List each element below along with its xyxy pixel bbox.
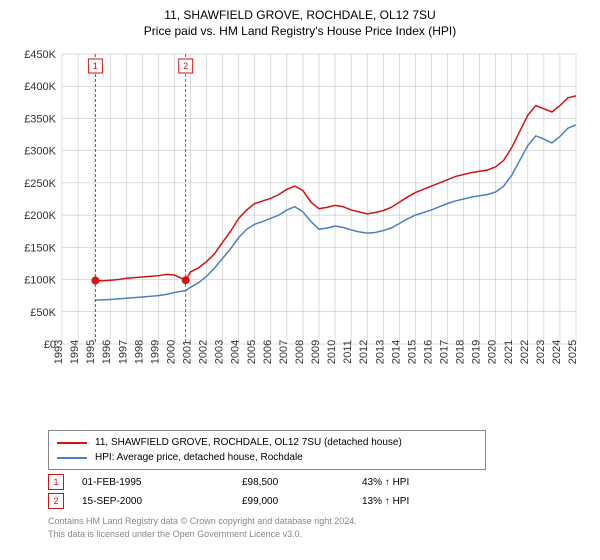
- sale-event-marker: 1: [48, 474, 64, 490]
- price-chart: £0£50K£100K£150K£200K£250K£300K£350K£400…: [12, 44, 588, 424]
- svg-text:2013: 2013: [374, 340, 386, 364]
- legend: 11, SHAWFIELD GROVE, ROCHDALE, OL12 7SU …: [48, 430, 486, 470]
- sale-event-row: 2 15-SEP-2000£99,00013% ↑ HPI: [48, 493, 588, 509]
- svg-text:£300K: £300K: [24, 146, 56, 158]
- svg-text:2015: 2015: [406, 340, 418, 364]
- svg-text:2007: 2007: [278, 340, 290, 364]
- legend-swatch: [57, 457, 87, 459]
- footer-attribution: Contains HM Land Registry data © Crown c…: [48, 515, 588, 540]
- svg-text:1993: 1993: [53, 340, 65, 364]
- svg-text:2012: 2012: [358, 340, 370, 364]
- svg-text:2009: 2009: [310, 340, 322, 364]
- svg-text:1996: 1996: [101, 340, 113, 364]
- svg-text:2010: 2010: [326, 340, 338, 364]
- legend-item: HPI: Average price, detached house, Roch…: [57, 450, 477, 465]
- svg-text:2014: 2014: [390, 340, 402, 364]
- svg-text:2020: 2020: [487, 340, 499, 364]
- sale-event-delta: 13% ↑ HPI: [362, 496, 409, 507]
- legend-item: 11, SHAWFIELD GROVE, ROCHDALE, OL12 7SU …: [57, 435, 477, 450]
- svg-text:2023: 2023: [535, 340, 547, 364]
- svg-text:1997: 1997: [117, 340, 129, 364]
- sale-event-marker: 2: [48, 493, 64, 509]
- svg-text:2016: 2016: [422, 340, 434, 364]
- svg-text:£450K: £450K: [24, 49, 56, 61]
- svg-text:£150K: £150K: [24, 242, 56, 254]
- sale-events: 1 01-FEB-1995£98,50043% ↑ HPI 2 15-SEP-2000…: [48, 474, 588, 509]
- svg-text:1994: 1994: [69, 340, 81, 364]
- svg-text:2019: 2019: [471, 340, 483, 364]
- page-subtitle: Price paid vs. HM Land Registry's House …: [12, 24, 588, 38]
- sale-event-row: 1 01-FEB-1995£98,50043% ↑ HPI: [48, 474, 588, 490]
- svg-text:2024: 2024: [551, 340, 563, 364]
- sale-event-price: £99,000: [242, 496, 362, 507]
- svg-text:2006: 2006: [262, 340, 274, 364]
- footer-line-1: Contains HM Land Registry data © Crown c…: [48, 515, 588, 528]
- svg-text:2021: 2021: [503, 340, 515, 364]
- svg-text:2018: 2018: [455, 340, 467, 364]
- svg-text:2025: 2025: [567, 340, 579, 364]
- svg-text:1995: 1995: [85, 340, 97, 364]
- svg-text:2017: 2017: [439, 340, 451, 364]
- svg-text:1: 1: [93, 61, 98, 71]
- sale-event-date: 15-SEP-2000: [82, 496, 242, 507]
- svg-text:2004: 2004: [230, 340, 242, 364]
- svg-text:£350K: £350K: [24, 113, 56, 125]
- svg-text:£200K: £200K: [24, 210, 56, 222]
- page-title: 11, SHAWFIELD GROVE, ROCHDALE, OL12 7SU: [12, 8, 588, 22]
- svg-text:£250K: £250K: [24, 178, 56, 190]
- legend-label: HPI: Average price, detached house, Roch…: [95, 450, 303, 465]
- svg-text:2011: 2011: [342, 340, 354, 364]
- sale-event-date: 01-FEB-1995: [82, 477, 242, 488]
- svg-text:1999: 1999: [149, 340, 161, 364]
- sale-event-price: £98,500: [242, 477, 362, 488]
- footer-line-2: This data is licensed under the Open Gov…: [48, 528, 588, 541]
- svg-text:2: 2: [183, 61, 188, 71]
- svg-text:2022: 2022: [519, 340, 531, 364]
- svg-text:2003: 2003: [214, 340, 226, 364]
- svg-text:£400K: £400K: [24, 81, 56, 93]
- svg-text:2002: 2002: [198, 340, 210, 364]
- svg-text:2001: 2001: [182, 340, 194, 364]
- legend-label: 11, SHAWFIELD GROVE, ROCHDALE, OL12 7SU …: [95, 435, 402, 450]
- sale-event-delta: 43% ↑ HPI: [362, 477, 409, 488]
- svg-text:£50K: £50K: [30, 307, 56, 319]
- svg-text:1998: 1998: [133, 340, 145, 364]
- svg-text:2000: 2000: [165, 340, 177, 364]
- svg-text:£100K: £100K: [24, 275, 56, 287]
- svg-text:2008: 2008: [294, 340, 306, 364]
- svg-text:2005: 2005: [246, 340, 258, 364]
- legend-swatch: [57, 442, 87, 444]
